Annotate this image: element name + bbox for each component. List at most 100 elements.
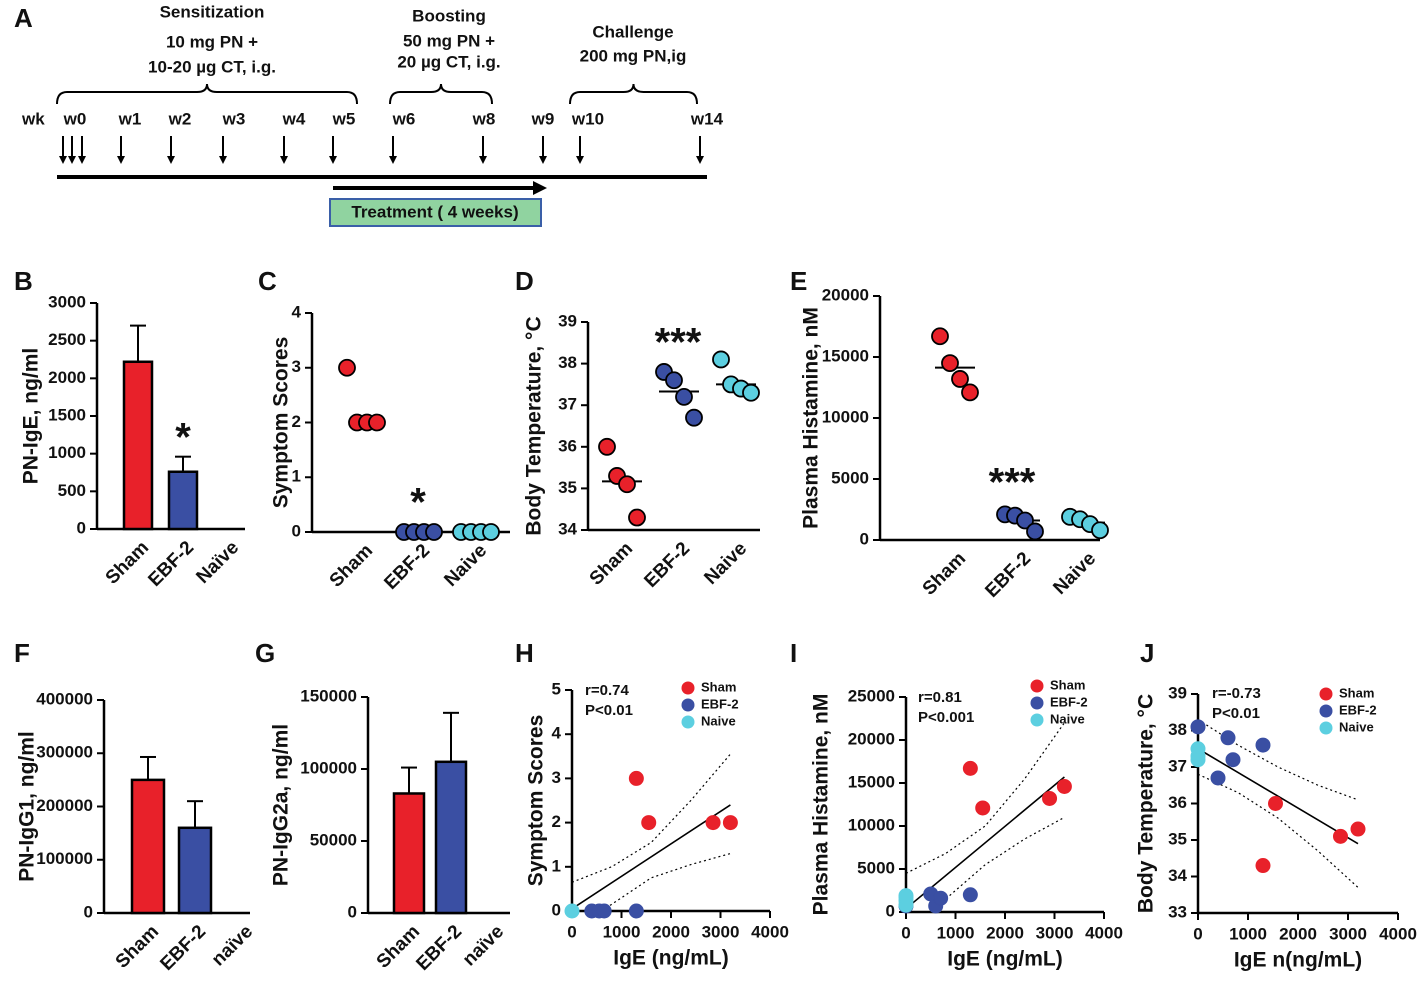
week-arrowhead: [59, 156, 67, 164]
week: w0: [63, 109, 87, 128]
phase-name: Challenge: [592, 22, 673, 41]
legend-swatch: [1319, 687, 1333, 701]
dot: [598, 437, 616, 456]
phase-detail: 200 mg PN,ig: [580, 46, 687, 65]
dot: [742, 383, 760, 402]
y-tick-label: 38: [1168, 720, 1187, 739]
annotation: r=0.74: [585, 682, 629, 699]
point: [1042, 790, 1058, 806]
x-tick-label: Sham: [326, 540, 377, 591]
ci-lower: [601, 852, 731, 912]
significance: ***: [655, 321, 702, 365]
point: [1210, 770, 1226, 786]
phase-name: Boosting: [412, 6, 486, 25]
x-axis-label: IgE n(ng/mL): [1234, 949, 1362, 972]
significance: *: [410, 481, 426, 525]
legend-swatch: [681, 698, 695, 712]
panel-letter: F: [14, 638, 30, 668]
week-arrowhead: [479, 156, 487, 164]
treatment-arrowhead: [533, 181, 547, 195]
dot: [628, 508, 646, 527]
y-tick-label: 100000: [300, 758, 357, 777]
y-tick-label: 34: [558, 519, 577, 538]
x-tick-label: EBF-2: [640, 538, 694, 592]
phase-brace: [569, 83, 698, 105]
point: [1190, 719, 1206, 735]
bar: [130, 778, 166, 915]
y-tick-label: 1500: [48, 405, 86, 424]
x-tick-label: 3000: [702, 922, 740, 941]
legend-swatch: [1319, 704, 1333, 718]
phase-detail: 20 µg CT, i.g.: [397, 52, 500, 71]
x-tick-label: 4000: [1085, 923, 1123, 942]
y-tick-label: 20000: [848, 729, 895, 748]
x-tick-label: EBF-2: [412, 921, 466, 975]
point: [1333, 828, 1348, 844]
y-axis-label: PN-IgG1, ng/ml: [16, 731, 39, 882]
y-tick-label: 20000: [822, 285, 869, 304]
point: [1225, 752, 1241, 768]
legend-label: Sham: [1339, 685, 1374, 700]
y-tick-label: 34: [1168, 866, 1187, 885]
annotation: P<0.001: [918, 709, 974, 726]
x-tick-label: Sham: [112, 921, 163, 972]
point: [975, 800, 991, 816]
x-tick-label: 3000: [1036, 923, 1074, 942]
x-axis-label: IgE (ng/mL): [947, 948, 1062, 971]
treatment-label: Treatment ( 4 weeks): [351, 202, 518, 221]
point: [722, 815, 738, 831]
legend-swatch: [681, 715, 695, 729]
point: [1056, 778, 1072, 794]
annotation: r=-0.73: [1212, 685, 1261, 702]
y-axis-label: Body Temperature, °C: [1135, 694, 1158, 913]
y-tick-label: 36: [558, 436, 577, 455]
y-tick-label: 15000: [848, 772, 895, 791]
x-tick-label: Naïve: [192, 537, 243, 588]
x-tick-label: 2000: [986, 923, 1024, 942]
phase-brace: [56, 83, 358, 105]
point: [933, 890, 949, 906]
significance: ***: [989, 461, 1036, 505]
ci-lower: [1197, 773, 1359, 888]
panel-letter: J: [1140, 638, 1154, 668]
dot: [941, 354, 959, 373]
x-axis-label: IgE (ng/mL): [613, 947, 728, 970]
y-tick-label: 100000: [36, 849, 93, 868]
week-arrowhead: [329, 156, 337, 164]
y-tick-label: 1000: [48, 443, 86, 462]
y-tick-label: 500: [58, 481, 86, 500]
x-tick-label: Sham: [102, 537, 153, 588]
point: [705, 815, 721, 831]
legend-label: Naive: [1050, 711, 1085, 726]
legend-label: Naive: [1339, 719, 1374, 734]
treatment-box: [329, 198, 542, 227]
legend-label: EBF-2: [701, 696, 739, 711]
x-tick-label: EBF-2: [380, 540, 434, 594]
y-tick-label: 2000: [48, 368, 86, 387]
point: [596, 903, 612, 919]
phase-detail: 10-20 µg CT, i.g.: [148, 57, 276, 76]
legend-swatch: [1030, 713, 1044, 727]
y-tick-label: 0: [860, 529, 869, 548]
legend-label: Sham: [1050, 677, 1085, 692]
panel-letter: H: [515, 638, 534, 668]
y-tick-label: 35: [558, 478, 577, 497]
legend-swatch: [1030, 696, 1044, 710]
bar: [122, 360, 154, 531]
y-tick-label: 0: [84, 902, 93, 921]
y-axis-label: Symptom Scores: [525, 715, 548, 887]
y-tick-label: 3000: [48, 292, 86, 311]
bar: [167, 470, 199, 531]
week-arrowhead: [219, 156, 227, 164]
dot: [961, 383, 979, 402]
dot: [665, 371, 683, 390]
y-tick-label: 0: [348, 902, 357, 921]
phase-name: Sensitization: [160, 2, 265, 21]
point: [628, 770, 644, 786]
y-tick-label: 4: [292, 302, 302, 321]
point: [1220, 730, 1236, 746]
x-tick-label: 0: [901, 923, 910, 942]
week-arrowhead: [117, 156, 125, 164]
x-tick-label: EBF-2: [144, 537, 198, 591]
